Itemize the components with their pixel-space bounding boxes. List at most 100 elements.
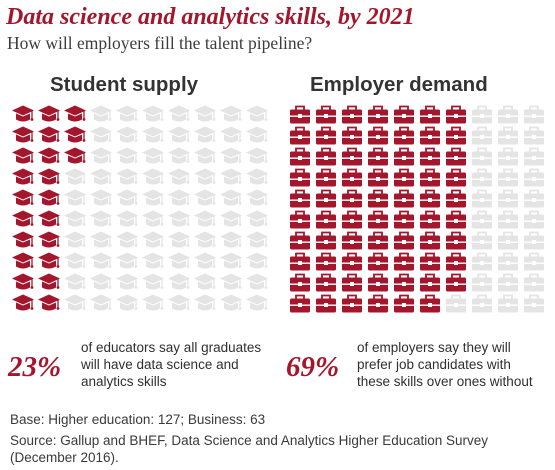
- supply-graduation-cap-unit-empty: [168, 294, 190, 311]
- supply-graduation-cap-unit-empty: [220, 126, 242, 143]
- supply-graduation-cap-unit-empty: [64, 252, 86, 269]
- demand-briefcase-unit-filled: [368, 294, 388, 313]
- demand-briefcase-unit-empty: [498, 189, 518, 208]
- demand-briefcase-unit-filled: [394, 231, 414, 250]
- demand-briefcase-unit-filled: [420, 126, 440, 145]
- demand-briefcase-unit-filled: [290, 126, 310, 145]
- demand-briefcase-unit-filled: [368, 252, 388, 271]
- supply-graduation-cap-unit-empty: [194, 126, 216, 143]
- supply-graduation-cap-unit-empty: [168, 189, 190, 206]
- supply-graduation-cap-unit-filled: [64, 147, 86, 164]
- supply-graduation-cap-unit-empty: [194, 189, 216, 206]
- demand-briefcase-unit-filled: [290, 147, 310, 166]
- supply-graduation-cap-unit-empty: [168, 252, 190, 269]
- demand-briefcase-unit-filled: [316, 210, 336, 229]
- demand-briefcase-unit-filled: [394, 294, 414, 313]
- demand-briefcase-unit-empty: [472, 147, 492, 166]
- demand-briefcase-unit-filled: [316, 189, 336, 208]
- demand-briefcase-unit-empty: [472, 294, 492, 313]
- supply-graduation-cap-unit-empty: [116, 168, 138, 185]
- demand-briefcase-unit-filled: [290, 294, 310, 313]
- demand-briefcase-unit-filled: [368, 105, 388, 124]
- supply-graduation-cap-unit-empty: [194, 105, 216, 122]
- base-footnote: Base: Higher education: 127; Business: 6…: [10, 412, 266, 427]
- supply-graduation-cap-unit-empty: [142, 126, 164, 143]
- supply-graduation-cap-unit-empty: [220, 105, 242, 122]
- supply-graduation-cap-unit-empty: [116, 252, 138, 269]
- supply-graduation-cap-unit-empty: [168, 168, 190, 185]
- supply-graduation-cap-unit-filled: [12, 126, 34, 143]
- supply-graduation-cap-unit-filled: [12, 273, 34, 290]
- supply-graduation-cap-unit-filled: [38, 210, 60, 227]
- demand-briefcase-unit-filled: [420, 189, 440, 208]
- supply-graduation-cap-unit-empty: [90, 252, 112, 269]
- supply-graduation-cap-unit-empty: [246, 168, 268, 185]
- supply-graduation-cap-unit-filled: [38, 231, 60, 248]
- supply-graduation-cap-unit-empty: [64, 273, 86, 290]
- supply-graduation-cap-unit-empty: [246, 294, 268, 311]
- demand-briefcase-unit-filled: [394, 273, 414, 292]
- supply-graduation-cap-unit-empty: [90, 231, 112, 248]
- supply-graduation-cap-unit-filled: [38, 294, 60, 311]
- demand-briefcase-unit-filled: [290, 105, 310, 124]
- supply-graduation-cap-unit-empty: [142, 168, 164, 185]
- supply-graduation-cap-unit-empty: [246, 231, 268, 248]
- supply-graduation-cap-unit-empty: [194, 252, 216, 269]
- demand-pictograph: [287, 104, 549, 314]
- supply-graduation-cap-unit-empty: [246, 210, 268, 227]
- demand-briefcase-unit-filled: [394, 147, 414, 166]
- supply-graduation-cap-unit-empty: [220, 231, 242, 248]
- demand-briefcase-unit-filled: [420, 294, 440, 313]
- demand-briefcase-unit-empty: [472, 210, 492, 229]
- supply-graduation-cap-unit-filled: [12, 168, 34, 185]
- chart-title: Data science and analytics skills, by 20…: [6, 4, 415, 30]
- supply-pictograph: [10, 104, 272, 314]
- demand-briefcase-unit-empty: [524, 231, 544, 250]
- demand-briefcase-unit-empty: [446, 294, 466, 313]
- supply-graduation-cap-unit-filled: [38, 273, 60, 290]
- supply-graduation-cap-unit-empty: [246, 273, 268, 290]
- demand-briefcase-unit-filled: [342, 273, 362, 292]
- demand-briefcase-unit-filled: [316, 168, 336, 187]
- demand-briefcase-unit-empty: [524, 105, 544, 124]
- demand-briefcase-unit-filled: [368, 126, 388, 145]
- supply-graduation-cap-unit-filled: [12, 252, 34, 269]
- demand-pictograph-svg: [290, 105, 544, 313]
- demand-briefcase-unit-filled: [368, 210, 388, 229]
- supply-graduation-cap-unit-empty: [142, 105, 164, 122]
- supply-graduation-cap-unit-empty: [168, 147, 190, 164]
- supply-graduation-cap-unit-empty: [168, 126, 190, 143]
- supply-graduation-cap-unit-empty: [168, 231, 190, 248]
- demand-briefcase-unit-filled: [290, 168, 310, 187]
- supply-graduation-cap-unit-empty: [116, 147, 138, 164]
- demand-briefcase-unit-filled: [316, 273, 336, 292]
- demand-briefcase-unit-empty: [524, 252, 544, 271]
- demand-briefcase-unit-empty: [524, 168, 544, 187]
- demand-briefcase-unit-empty: [524, 273, 544, 292]
- demand-briefcase-unit-empty: [524, 147, 544, 166]
- demand-briefcase-unit-filled: [446, 147, 466, 166]
- demand-briefcase-unit-empty: [472, 273, 492, 292]
- supply-graduation-cap-unit-empty: [246, 105, 268, 122]
- demand-briefcase-unit-empty: [472, 105, 492, 124]
- supply-graduation-cap-unit-filled: [12, 105, 34, 122]
- demand-briefcase-unit-filled: [394, 252, 414, 271]
- demand-briefcase-unit-filled: [342, 231, 362, 250]
- supply-graduation-cap-unit-filled: [12, 210, 34, 227]
- supply-graduation-cap-unit-empty: [90, 189, 112, 206]
- supply-graduation-cap-unit-filled: [38, 189, 60, 206]
- demand-briefcase-unit-empty: [472, 252, 492, 271]
- demand-briefcase-unit-empty: [498, 168, 518, 187]
- supply-description: of educators say all graduates will have…: [81, 340, 262, 389]
- supply-graduation-cap-unit-filled: [64, 105, 86, 122]
- supply-graduation-cap-unit-empty: [194, 168, 216, 185]
- supply-graduation-cap-unit-empty: [142, 294, 164, 311]
- demand-briefcase-unit-empty: [498, 126, 518, 145]
- demand-briefcase-unit-filled: [316, 231, 336, 250]
- supply-graduation-cap-unit-empty: [220, 294, 242, 311]
- supply-graduation-cap-unit-empty: [220, 189, 242, 206]
- demand-briefcase-unit-filled: [316, 252, 336, 271]
- supply-graduation-cap-unit-empty: [116, 189, 138, 206]
- demand-briefcase-unit-filled: [446, 273, 466, 292]
- demand-briefcase-unit-empty: [472, 168, 492, 187]
